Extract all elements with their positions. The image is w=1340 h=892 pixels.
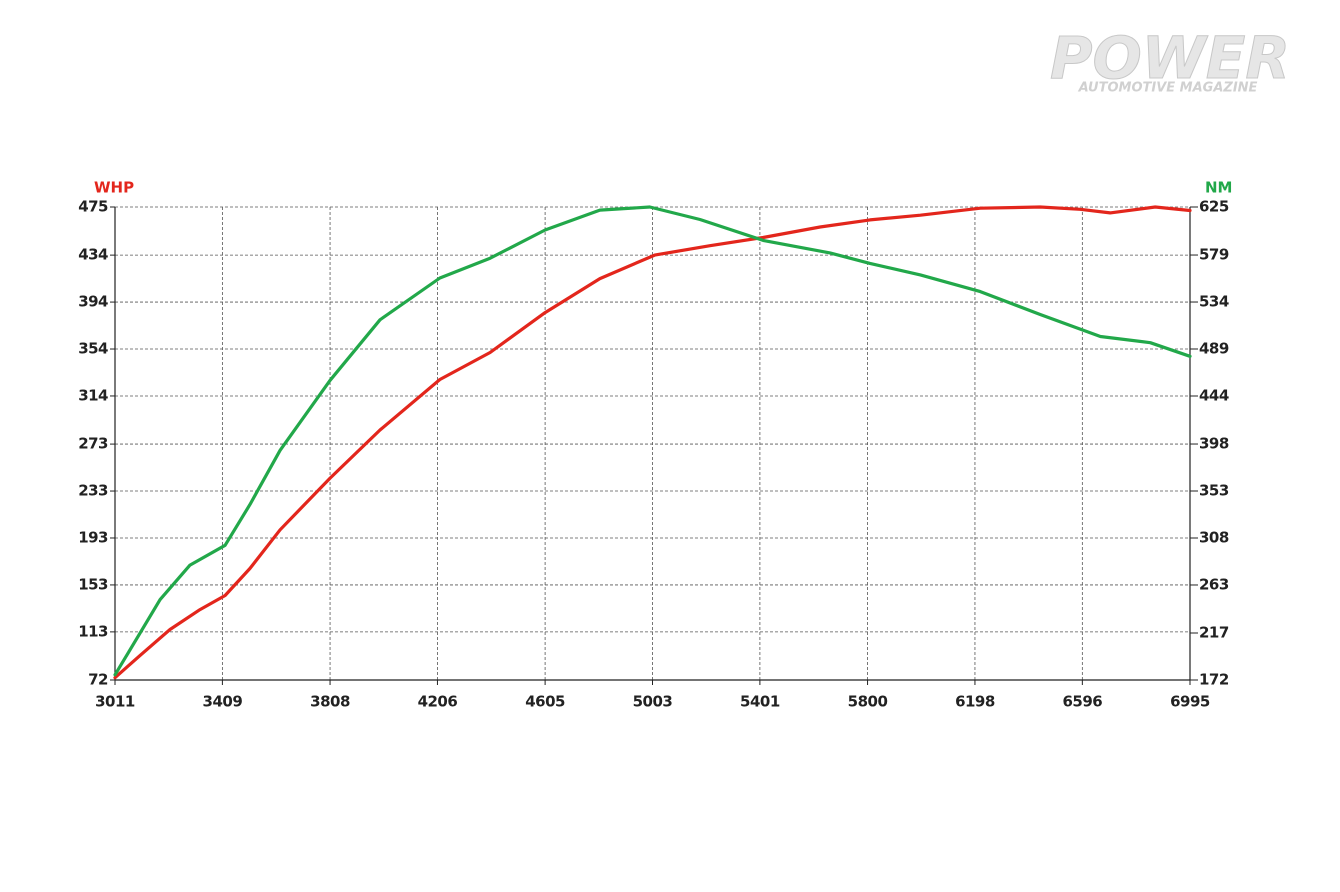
x-tick-label: 6198 xyxy=(955,693,995,711)
y2-tick-label: 172 xyxy=(1199,671,1229,689)
y2-tick-label: 308 xyxy=(1199,528,1229,546)
x-tick-label: 5800 xyxy=(848,693,888,711)
y2-tick-label: 217 xyxy=(1199,624,1229,642)
y-tick-label: 475 xyxy=(78,198,108,216)
logo-subtitle: AUTOMOTIVE MAGAZINE xyxy=(1078,81,1258,96)
line-series xyxy=(113,205,1192,677)
x-tick-label: 6995 xyxy=(1170,693,1210,711)
y-tick-label: 113 xyxy=(78,622,108,640)
y2-tick-label: 534 xyxy=(1199,293,1229,311)
x-tick-label: 4605 xyxy=(525,693,565,711)
y2-tick-label: 353 xyxy=(1199,482,1229,500)
x-tick-label: 3409 xyxy=(203,693,243,711)
y2-tick-label: 489 xyxy=(1199,340,1229,358)
x-tick-label: 6596 xyxy=(1062,693,1102,711)
x-tick-label: 5003 xyxy=(633,693,673,711)
x-tick-label: 3808 xyxy=(310,693,350,711)
y2-tick-label: 579 xyxy=(1199,246,1229,264)
y-tick-label: 434 xyxy=(78,246,108,264)
y-tick-label: 233 xyxy=(78,482,108,500)
y-tick-label: 354 xyxy=(78,340,108,358)
y-axis-label: WHP xyxy=(94,179,134,197)
logo-title: POWER xyxy=(1050,24,1290,92)
x-tick-label: 5401 xyxy=(740,693,780,711)
y-tick-label: 72 xyxy=(88,671,108,689)
y2-tick-label: 398 xyxy=(1199,435,1229,453)
y2-tick-label: 625 xyxy=(1199,198,1229,216)
y-tick-label: 193 xyxy=(78,528,108,546)
y2-tick-label: 263 xyxy=(1199,575,1229,593)
y-tick-label: 394 xyxy=(78,293,108,311)
y-tick-label: 314 xyxy=(78,386,108,404)
y2-axis-label: NM xyxy=(1205,179,1232,197)
y-tick-label: 273 xyxy=(78,435,108,453)
y-tick-label: 153 xyxy=(78,575,108,593)
y2-tick-label: 444 xyxy=(1199,386,1229,404)
x-tick-label: 4206 xyxy=(418,693,458,711)
x-tick-label: 3011 xyxy=(95,693,135,711)
line-series xyxy=(113,205,1192,680)
